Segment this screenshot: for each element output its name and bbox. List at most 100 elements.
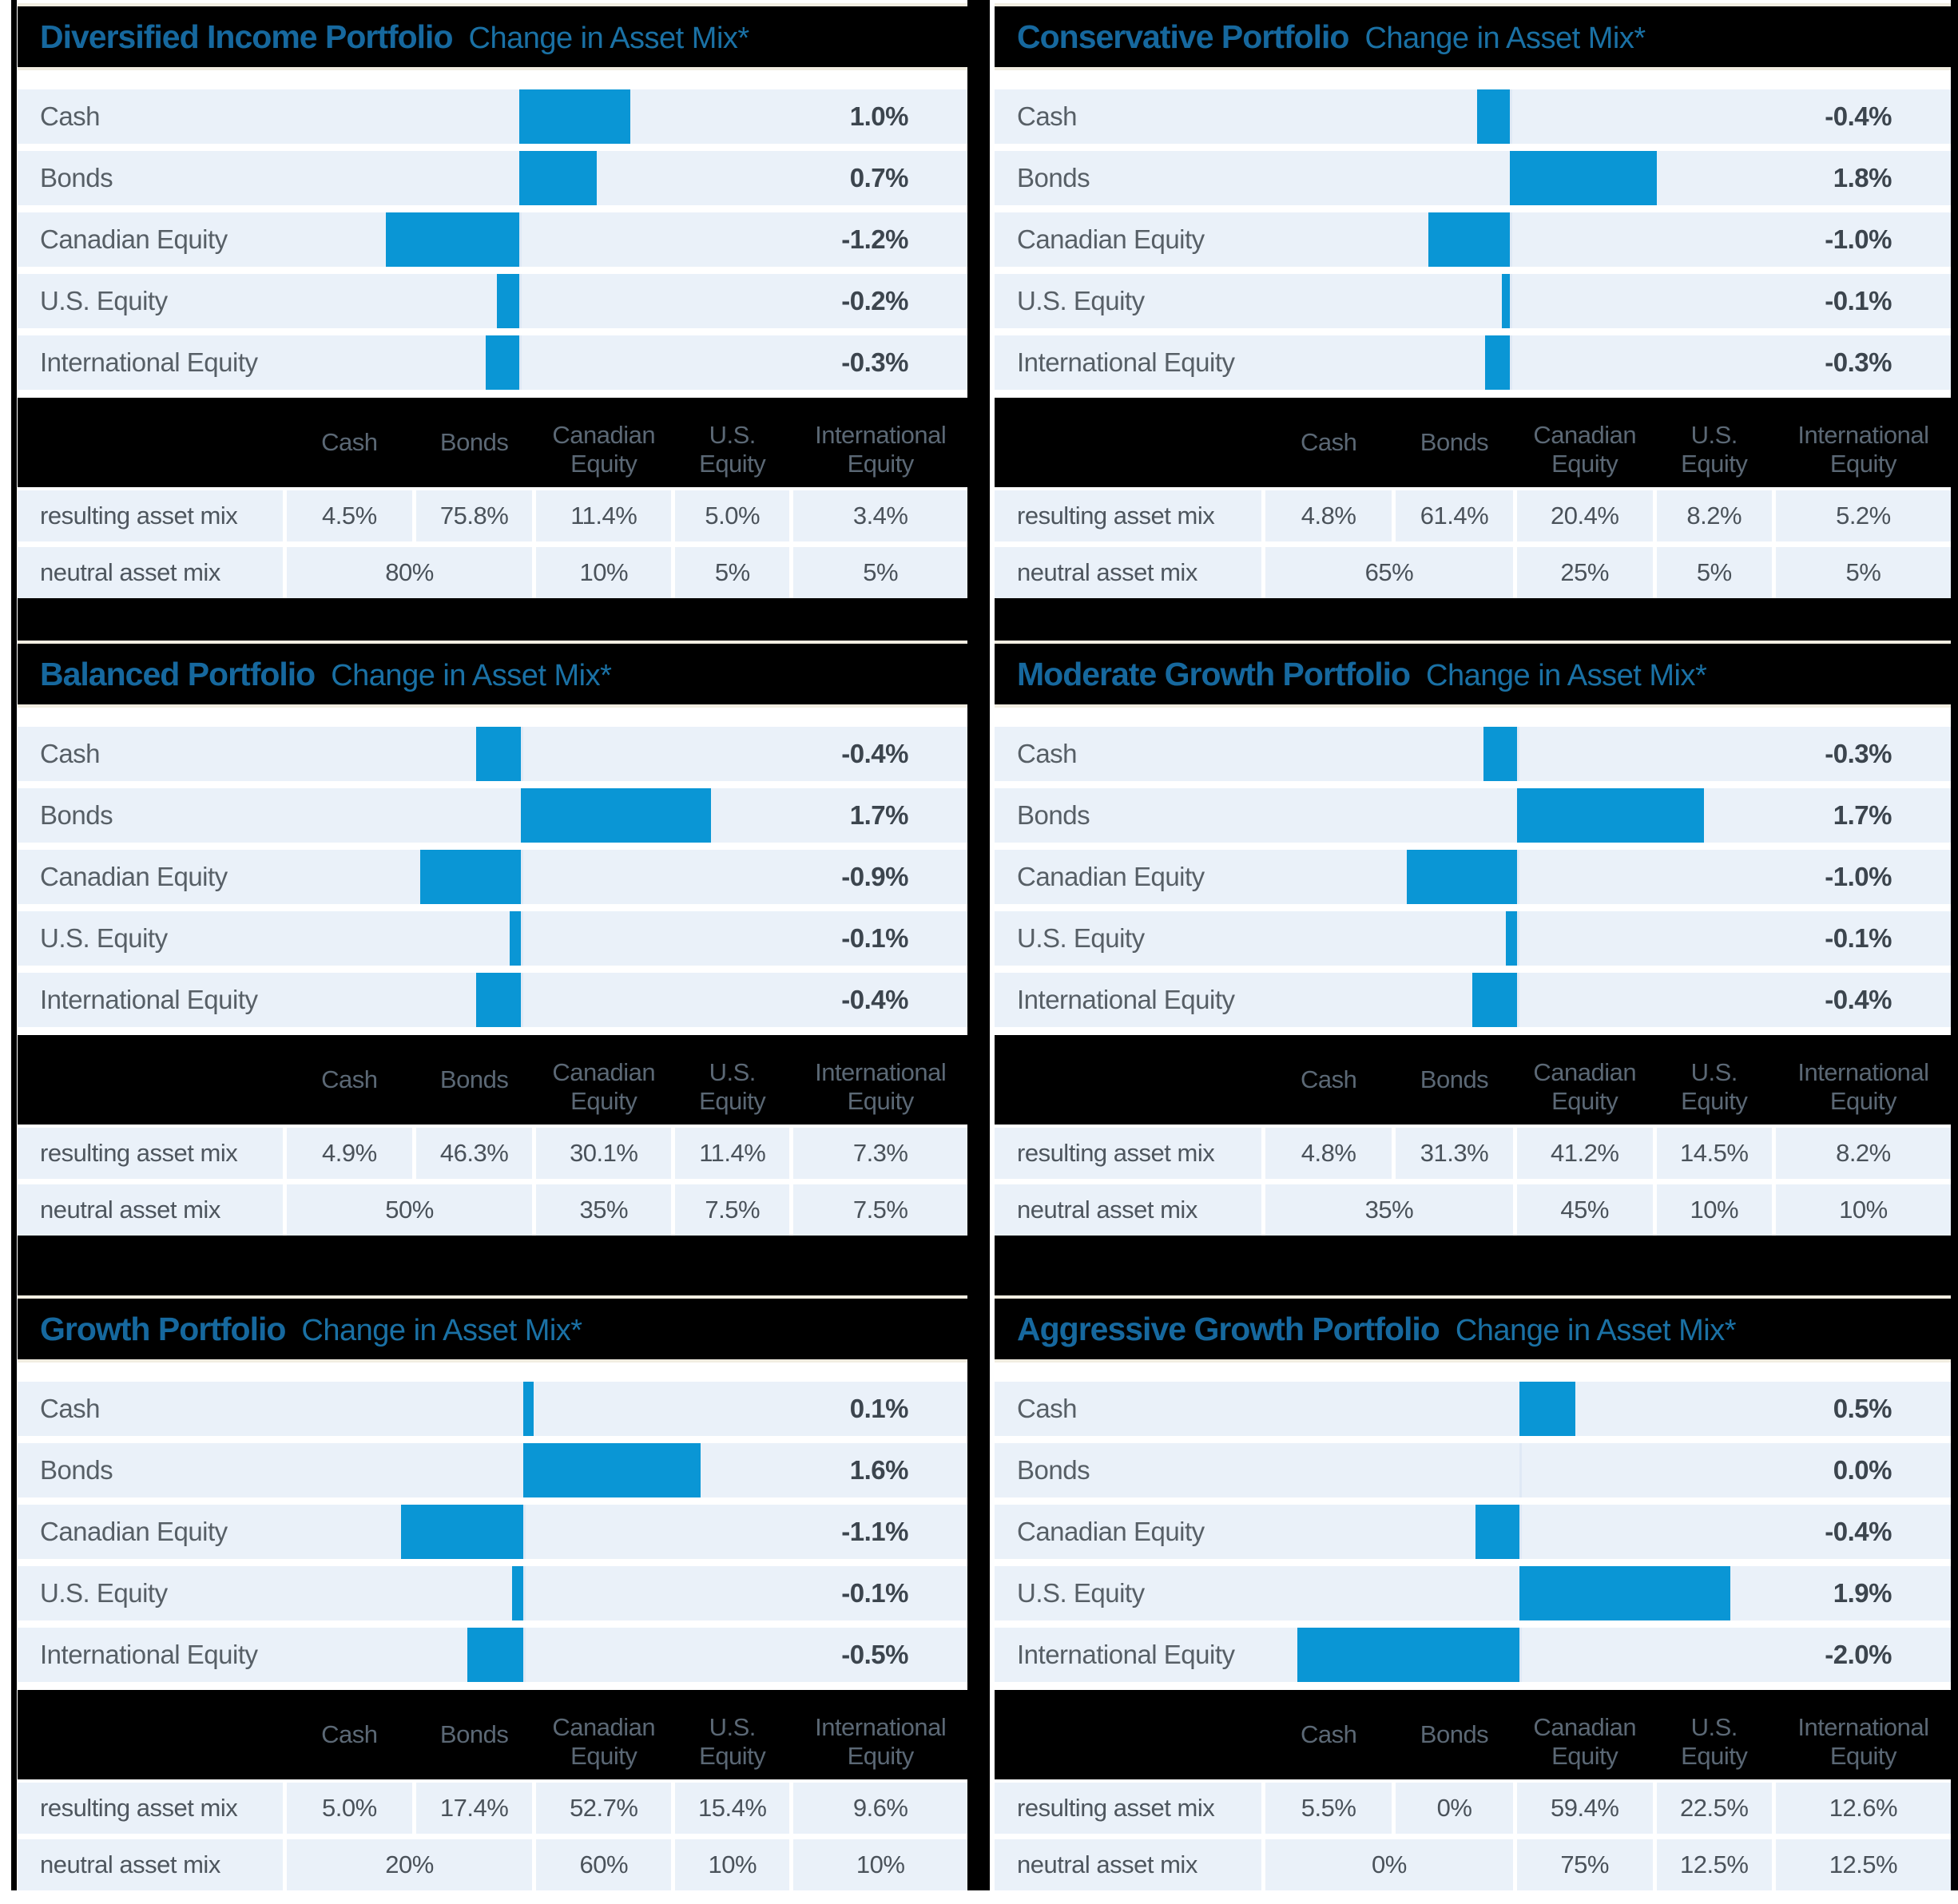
column-header: U.S. Equity (675, 1713, 789, 1771)
change-value-label: -0.4% (1825, 985, 1892, 1014)
inter-panel-band (995, 630, 1951, 641)
zero-baseline (1510, 335, 1513, 390)
column-header: International Equity (793, 421, 967, 479)
column-header-text: U.S. Equity (1681, 1712, 1748, 1771)
column-header-text: Canadian Equity (552, 420, 656, 478)
change-bar (400, 1505, 523, 1559)
change-value-label: -0.4% (1825, 1517, 1892, 1546)
panel-title: Conservative Portfolio (1017, 18, 1349, 55)
chart-row: Bonds 1.8% (995, 151, 1951, 205)
table-cell: 0% (1396, 1783, 1513, 1834)
asset-category-label: Bonds (1017, 163, 1090, 192)
table-cell: 8.2% (1656, 490, 1772, 541)
chart-row: Bonds 1.7% (18, 788, 967, 843)
change-bar (521, 788, 712, 843)
change-bar (1475, 1505, 1520, 1559)
column-header: Cash (1265, 1720, 1392, 1771)
column-header-text: Canadian Equity (552, 1712, 656, 1771)
change-value-label: -0.2% (841, 286, 908, 315)
panel-title: Diversified Income Portfolio (40, 18, 453, 55)
asset-category-label: International Equity (1017, 985, 1235, 1014)
panel-header: Balanced Portfolio Change in Asset Mix* (18, 641, 967, 708)
change-bar (522, 1443, 701, 1497)
left-panel-column: Diversified Income Portfolio Change in As… (18, 0, 967, 1890)
zero-baseline (1519, 1443, 1523, 1497)
asset-category-label: U.S. Equity (1017, 1578, 1145, 1608)
panel-subtitle: Change in Asset Mix* (468, 22, 750, 55)
row-label: neutral asset mix (995, 547, 1262, 598)
column-header-text: International Equity (815, 420, 947, 478)
inter-panel-band (995, 1267, 1951, 1295)
chart-row: Canadian Equity -0.9% (18, 850, 967, 904)
table-cell: 35% (536, 1184, 672, 1236)
change-value-label: 1.8% (1833, 163, 1892, 192)
change-value-label: -0.5% (841, 1640, 908, 1669)
column-header-text: International Equity (1797, 420, 1929, 478)
change-value-label: 1.0% (849, 101, 909, 131)
column-header-text: Bonds (439, 1065, 509, 1094)
change-value-label: 0.1% (849, 1394, 909, 1423)
column-header: Bonds (416, 1065, 533, 1117)
row-label: resulting asset mix (995, 490, 1262, 541)
change-value-label: -1.0% (1825, 224, 1892, 254)
asset-category-label: International Equity (40, 985, 258, 1014)
asset-category-label: U.S. Equity (1017, 286, 1145, 315)
column-header-text: U.S. Equity (699, 1712, 766, 1771)
table-cell: 22.5% (1656, 1783, 1772, 1834)
zero-baseline (521, 727, 524, 781)
table-header-row: Cash Bonds Canadian Equity U.S. Equity Inter… (995, 1035, 1951, 1125)
chart-row: Canadian Equity -1.0% (995, 850, 1951, 904)
table-cell: 10% (793, 1839, 967, 1890)
column-header-text: Bonds (1420, 1720, 1489, 1749)
change-bar (486, 335, 519, 390)
column-header: Canadian Equity (536, 1058, 671, 1117)
change-bar (511, 1566, 523, 1620)
table-cell: 5.0% (286, 1783, 412, 1834)
panel-header: Conservative Portfolio Change in Asset Mi… (995, 3, 1951, 70)
column-header-text: International Equity (1797, 1712, 1929, 1771)
right-edge-rule (1951, 0, 1958, 1890)
asset-category-label: Cash (40, 739, 101, 768)
panel-title: Moderate Growth Portfolio (1017, 656, 1411, 692)
chart-row: International Equity -0.3% (995, 335, 1951, 390)
table-cell: 5% (1775, 547, 1951, 598)
chart-row: Cash 0.5% (995, 1382, 1951, 1436)
asset-category-label: Bonds (40, 1455, 113, 1485)
table-cell: 10% (1656, 1184, 1772, 1236)
table-header-row: Cash Bonds Canadian Equity U.S. Equity Inter… (995, 1690, 1951, 1779)
chart-row: Cash -0.4% (995, 89, 1951, 144)
table-header-row: Cash Bonds Canadian Equity U.S. Equity Inter… (18, 398, 967, 487)
table-cell: 30.1% (536, 1128, 672, 1179)
change-value-label: -1.1% (841, 1517, 908, 1546)
asset-category-label: U.S. Equity (40, 286, 168, 315)
row-label: neutral asset mix (995, 1839, 1262, 1890)
column-header: International Equity (793, 1713, 967, 1771)
table-cell: 61.4% (1396, 490, 1513, 541)
column-header: Bonds (416, 1720, 533, 1771)
row-label: resulting asset mix (995, 1128, 1262, 1179)
zero-baseline (518, 274, 522, 328)
table-cell: 25% (1516, 547, 1653, 598)
column-header-text: Canadian Equity (1533, 1712, 1637, 1771)
zero-baseline (1516, 727, 1519, 781)
zero-baseline (1510, 212, 1513, 267)
asset-category-label: Cash (1017, 739, 1078, 768)
chart-row: Cash 0.1% (18, 1382, 967, 1436)
table-cell: 12.5% (1656, 1839, 1772, 1890)
zero-baseline (521, 850, 524, 904)
table-cell: 12.6% (1775, 1783, 1951, 1834)
table-cell: 75.8% (415, 490, 533, 541)
change-bar (1428, 212, 1511, 267)
center-divider-rule (967, 0, 990, 1890)
change-value-label: -1.0% (1825, 862, 1892, 891)
change-bar (1516, 788, 1705, 843)
asset-category-label: Cash (40, 1394, 101, 1423)
table-row-neutral: neutral asset mix 35% 45% 10% 10% (995, 1184, 1951, 1236)
table-cell: 5.2% (1775, 490, 1951, 541)
change-bar (522, 1382, 534, 1436)
change-bar (476, 973, 522, 1027)
table-cell: 5.0% (675, 490, 790, 541)
table-cell: 8.2% (1775, 1128, 1951, 1179)
table-cell: 4.5% (286, 490, 412, 541)
asset-category-label: Bonds (40, 163, 113, 192)
